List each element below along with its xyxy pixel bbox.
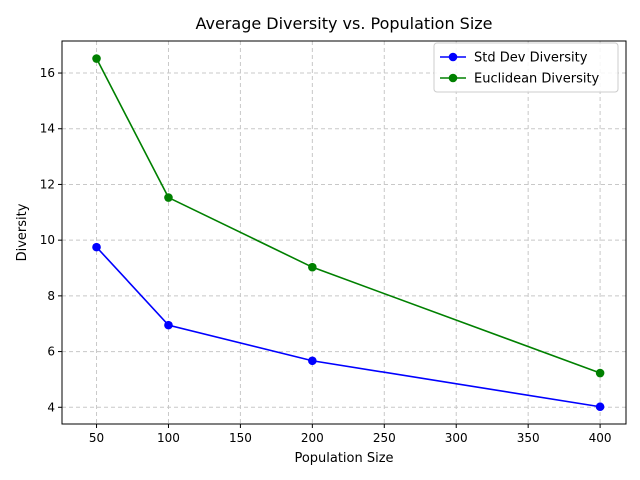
- series-std-dev-diversity: [92, 242, 605, 412]
- y-tick-label: 6: [47, 345, 55, 359]
- legend-label: Std Dev Diversity: [474, 51, 588, 66]
- x-tick-label: 250: [373, 431, 396, 445]
- data-point-std-dev-diversity: [92, 242, 101, 252]
- y-tick-label: 16: [40, 66, 55, 80]
- data-point-std-dev-diversity: [595, 402, 605, 412]
- series-euclidean-diversity: [92, 54, 605, 378]
- plot-frame: [61, 40, 627, 425]
- legend-box: [433, 42, 619, 93]
- legend-marker: [448, 73, 458, 83]
- x-tick-label: 300: [445, 431, 468, 445]
- legend-item: Std Dev Diversity: [440, 51, 588, 66]
- x-axis-label: Population Size: [294, 451, 393, 466]
- data-point-euclidean-diversity: [595, 368, 605, 378]
- x-tick-label: 400: [589, 431, 612, 445]
- x-tick-label: 150: [229, 431, 252, 445]
- x-axis-ticks: 50 100 150 200 250 300 350 400: [89, 424, 612, 445]
- x-tick-label: 50: [89, 431, 104, 445]
- chart-title: Average Diversity vs. Population Size: [195, 14, 492, 33]
- legend-label: Euclidean Diversity: [474, 72, 600, 87]
- data-point-euclidean-diversity: [308, 262, 317, 272]
- grid-lines: [62, 41, 626, 424]
- legend: Std Dev Diversity Euclidean Diversity: [433, 42, 619, 93]
- data-point-euclidean-diversity: [92, 54, 101, 63]
- data-point-std-dev-diversity: [164, 320, 173, 330]
- y-axis-ticks: 4 6 8 10 12 14 16: [40, 66, 62, 414]
- data-point-std-dev-diversity: [308, 356, 317, 366]
- y-tick-label: 14: [40, 122, 55, 136]
- x-tick-label: 350: [517, 431, 540, 445]
- series-layer: [92, 54, 605, 412]
- legend-marker: [448, 52, 458, 62]
- y-tick-label: 10: [40, 233, 55, 247]
- legend-item: Euclidean Diversity: [440, 72, 600, 87]
- x-tick-label: 100: [157, 431, 180, 445]
- y-tick-label: 4: [47, 400, 55, 414]
- series-line-std-dev-diversity: [95, 246, 601, 408]
- y-tick-label: 12: [40, 177, 55, 191]
- data-point-euclidean-diversity: [164, 193, 173, 202]
- x-tick-label: 200: [301, 431, 324, 445]
- y-axis-label: Diversity: [15, 203, 30, 261]
- series-line-euclidean-diversity: [95, 58, 601, 374]
- y-tick-label: 8: [47, 289, 55, 303]
